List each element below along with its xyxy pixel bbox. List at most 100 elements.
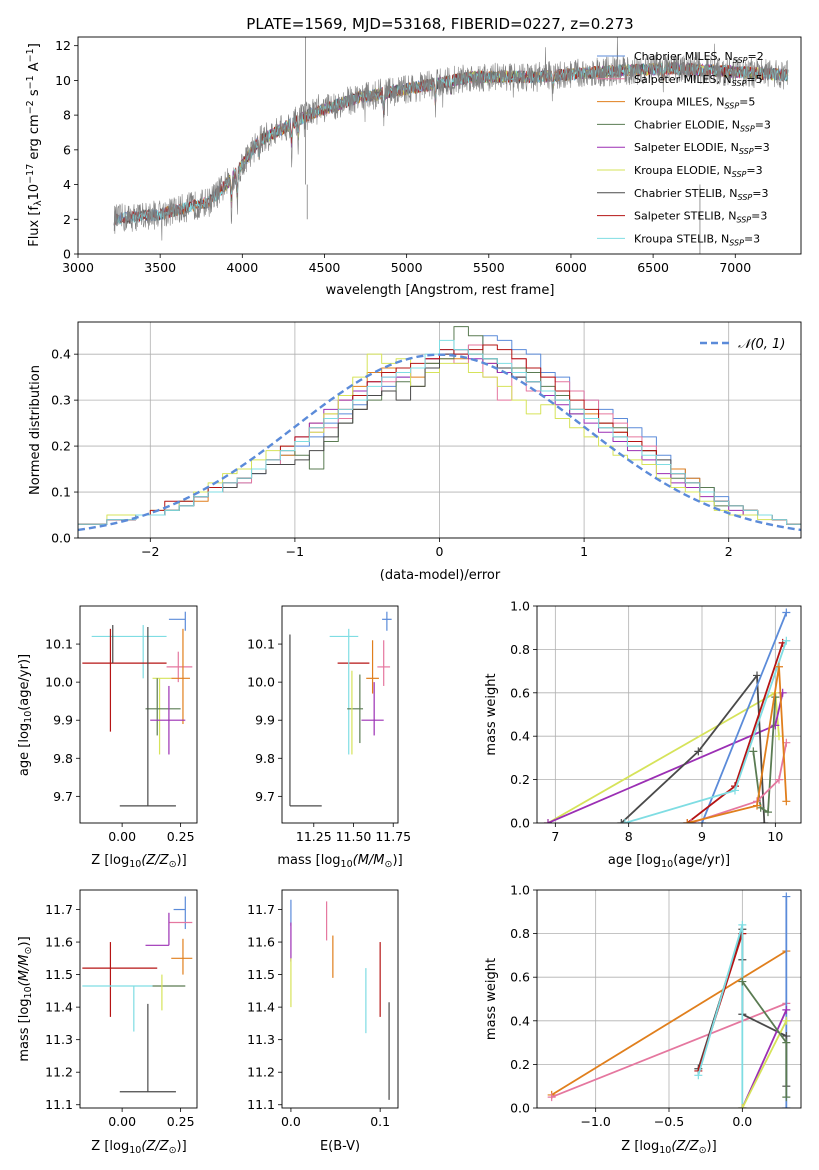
legend-entry: Chabrier ELODIE, NSSP=3 bbox=[634, 118, 771, 133]
xlabel-part: (Z/Z bbox=[141, 853, 169, 868]
legend-nssp: 3 bbox=[761, 187, 768, 200]
weight-vs-Z-ytick-label: 0.4 bbox=[510, 1013, 530, 1028]
residuals-xtick-label: −1 bbox=[286, 544, 304, 559]
legend-series-name: Kroupa ELODIE bbox=[634, 164, 716, 177]
mass-vs-Z-ytick-label: 11.3 bbox=[45, 1032, 73, 1047]
errorbar-point bbox=[168, 611, 186, 631]
weight-marker bbox=[782, 608, 791, 617]
legend-nssp: 5 bbox=[756, 73, 763, 86]
mass-ylabel-part: 10 bbox=[23, 986, 34, 998]
legend-series-name: Chabrier MILES bbox=[634, 50, 718, 63]
xlabel-part: 10 bbox=[659, 1145, 671, 1156]
weight-vs-Z-ytick-label: 0.6 bbox=[510, 970, 530, 985]
weight-vs-age-ytick-label: 0.8 bbox=[510, 642, 530, 657]
xlabel: Z [log10(Z/Z⊙)] bbox=[91, 1139, 186, 1156]
age-vs-mass-ytick-label: 9.7 bbox=[255, 789, 275, 804]
weight-vs-age-ytick-label: 0.0 bbox=[510, 816, 530, 831]
spectrum-xtick-label: 5000 bbox=[391, 260, 423, 275]
legend-series-name: Chabrier ELODIE bbox=[634, 118, 725, 131]
xlabel-part: ⊙ bbox=[385, 859, 393, 870]
spectrum-ylabel-part: −1 bbox=[25, 75, 36, 89]
weight-vs-Z-ytick-label: 1.0 bbox=[510, 883, 530, 898]
mass-vs-ebv-ytick-label: 11.6 bbox=[247, 935, 275, 950]
spectrum-ylabel-part: s bbox=[27, 89, 42, 100]
spectrum-xtick-label: 4500 bbox=[309, 260, 341, 275]
xlabel-part: mass [log bbox=[277, 853, 340, 868]
spectrum-ytick-label: 0 bbox=[63, 247, 71, 262]
mass-vs-Z-ytick-label: 11.5 bbox=[45, 967, 73, 982]
age-vs-mass-panel: 11.25 11.50 11.75 9.7 9.8 9.9 10.0 10.1 bbox=[247, 605, 411, 844]
age-vs-Z-ytick-label: 9.8 bbox=[53, 751, 73, 766]
mass-vs-Z-ytick-label: 11.7 bbox=[45, 902, 73, 917]
xlabel-part: 10 bbox=[341, 859, 353, 870]
spectrum-xlabel: wavelength [Angstrom, rest frame] bbox=[326, 283, 555, 298]
legend-sub: SSP bbox=[739, 147, 754, 156]
mass-vs-ebv-plot-area bbox=[290, 899, 390, 1100]
age-ylabel-part: 10 bbox=[23, 711, 34, 723]
legend-eq: = bbox=[747, 50, 756, 63]
weight-marker bbox=[775, 775, 783, 784]
legend-sep: , N bbox=[716, 164, 731, 177]
weight-ylabel: mass weight bbox=[484, 673, 499, 755]
spectrum-panel: 3000 3500 4000 4500 5000 5500 6000 6500 7000 0 2 4 6… bbox=[55, 36, 802, 275]
gaussian-curve bbox=[78, 353, 801, 532]
observed-spectrum bbox=[113, 37, 788, 241]
legend-eq: = bbox=[751, 210, 760, 223]
weight-vs-age-plot-area bbox=[537, 606, 801, 823]
weight-vs-age-xtick-label: 10 bbox=[767, 829, 783, 844]
weight-marker bbox=[782, 1104, 791, 1108]
errorbar-point bbox=[347, 674, 364, 744]
xlabel-part: )] bbox=[393, 853, 403, 868]
legend-sep: , N bbox=[725, 118, 740, 131]
errorbar-point bbox=[119, 626, 176, 807]
legend-entry: Kroupa MILES, NSSP=5 bbox=[634, 96, 755, 111]
weight-marker bbox=[694, 747, 703, 756]
age-vs-Z-panel: 0.00 0.25 9.7 9.8 9.9 10.0 10.1 bbox=[45, 605, 198, 844]
legend-nssp: 5 bbox=[748, 96, 755, 109]
mass-vs-Z-ytick-label: 11.2 bbox=[45, 1065, 73, 1080]
legend-entry: Chabrier STELIB, NSSP=3 bbox=[634, 187, 768, 202]
weight-line-7 bbox=[741, 1020, 788, 1108]
chart-title: PLATE=1569, MJD=53168, FIBERID=0227, z=0… bbox=[246, 15, 633, 33]
errorbar-point bbox=[119, 1003, 176, 1093]
weight-vs-age-xtick-label: 7 bbox=[551, 829, 559, 844]
mass-vs-ebv-ytick-label: 11.2 bbox=[247, 1065, 275, 1080]
axes-frame bbox=[281, 889, 399, 1109]
age-vs-mass-plot-area bbox=[289, 611, 392, 807]
mass-vs-ebv-ytick-label: 11.3 bbox=[247, 1032, 275, 1047]
weight-line-8 bbox=[741, 981, 788, 1098]
mass-vs-ebv-ytick-label: 11.5 bbox=[247, 967, 275, 982]
legend-sub: SSP bbox=[733, 56, 748, 65]
mass-ylabel-part: ⊙ bbox=[23, 947, 34, 955]
age-ylabel-part: (age/yr)] bbox=[17, 654, 32, 711]
weight-marker bbox=[683, 819, 692, 823]
spectrum-ytick-label: 12 bbox=[55, 38, 71, 53]
weight-marker bbox=[782, 797, 791, 806]
legend-sub: SSP bbox=[724, 102, 739, 111]
weight-line-2 bbox=[620, 674, 766, 823]
errorbar-point bbox=[82, 985, 153, 1032]
spectrum-xtick-label: 4000 bbox=[226, 260, 258, 275]
age-vs-Z-ytick-label: 9.9 bbox=[53, 713, 73, 728]
mass-vs-ebv-ytick-label: 11.4 bbox=[247, 1000, 275, 1015]
spectrum-ylabel: Flux [fλ10−17 erg cm−2 s−1 A−1] bbox=[25, 43, 44, 247]
weight-vs-age-xtick-label: 9 bbox=[698, 829, 706, 844]
legend-sep: , N bbox=[724, 141, 739, 154]
spectrum-ytick-label: 6 bbox=[63, 142, 71, 157]
legend-entry: Chabrier MILES, NSSP=2 bbox=[634, 50, 764, 65]
errorbar-point bbox=[171, 938, 193, 975]
mass-ylabel-part: )] bbox=[17, 936, 32, 946]
mass-vs-Z-ytick-label: 11.1 bbox=[45, 1097, 73, 1112]
age-vs-mass-ytick-label: 10.1 bbox=[247, 637, 275, 652]
residuals-ytick-label: 0.4 bbox=[51, 347, 71, 362]
weight-vs-Z-plot-area bbox=[537, 890, 801, 1108]
legend-sep: , N bbox=[721, 210, 736, 223]
weight-line-8 bbox=[687, 665, 788, 823]
errorbar-point bbox=[171, 628, 190, 725]
mass-vs-ebv-ytick-label: 11.1 bbox=[247, 1097, 275, 1112]
xlabel-part: ⊙ bbox=[169, 1145, 177, 1156]
weight-marker bbox=[617, 819, 626, 823]
spectrum-ytick-label: 4 bbox=[63, 177, 71, 192]
age-vs-mass-xtick-label: 11.50 bbox=[336, 829, 372, 844]
legend-eq: = bbox=[752, 187, 761, 200]
